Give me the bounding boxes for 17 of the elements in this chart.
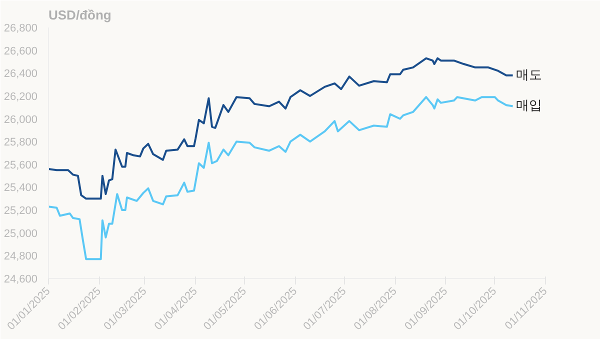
y-tick-label: 24,600 <box>4 274 38 286</box>
line-series <box>48 96 514 260</box>
y-tick-label: 26,000 <box>4 114 38 126</box>
y-axis-title: USD/đồng <box>48 8 112 22</box>
y-tick-label: 26,600 <box>4 45 38 58</box>
series-label: 매입 <box>516 98 542 114</box>
y-tick-label: 24,800 <box>4 250 38 263</box>
line-series <box>48 57 514 200</box>
y-tick-label: 26,400 <box>4 68 38 80</box>
y-tick-label: 25,200 <box>4 205 38 218</box>
y-tick-label: 25,600 <box>4 159 38 172</box>
series-label: 매도 <box>516 68 542 83</box>
y-tick-label: 25,800 <box>4 136 38 149</box>
y-tick-label: 26,800 <box>4 22 38 34</box>
y-tick-label: 25,000 <box>4 228 38 240</box>
y-tick-label: 25,400 <box>4 182 38 194</box>
y-tick-label: 26,200 <box>4 90 38 103</box>
